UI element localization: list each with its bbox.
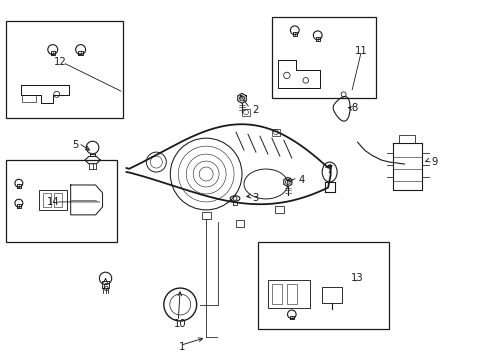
Bar [271,284,281,303]
Bar [267,280,309,307]
Text: 12: 12 [54,58,67,67]
Bar [235,220,244,227]
Text: 1: 1 [179,342,185,352]
Text: 13: 13 [350,273,363,283]
Bar [321,287,341,302]
Bar [271,129,279,136]
Text: 9: 9 [430,157,437,167]
Text: 4: 4 [298,175,305,185]
Text: 8: 8 [351,103,357,113]
Bar [39,190,66,210]
Bar [6,160,117,242]
Text: 5: 5 [72,140,79,150]
Text: 2: 2 [251,105,258,115]
Text: 6: 6 [102,283,108,293]
Bar [242,109,249,116]
Text: 10: 10 [174,319,186,329]
Text: 3: 3 [251,193,258,203]
Bar [275,206,284,213]
Bar [258,242,388,329]
Bar [201,212,210,219]
Bar [286,284,296,303]
Bar [6,21,123,118]
Bar [399,135,414,143]
Bar [54,193,61,207]
Text: 7: 7 [326,165,332,175]
Bar [271,17,376,98]
Bar [42,193,51,207]
Text: 11: 11 [354,45,367,55]
Text: 14: 14 [46,197,59,207]
Bar [22,95,36,102]
